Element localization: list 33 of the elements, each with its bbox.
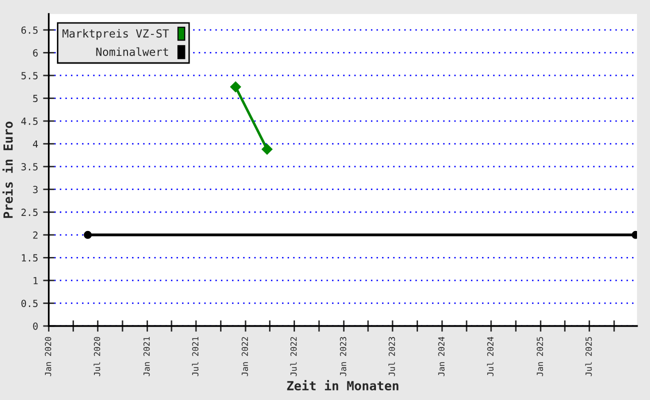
- x-tick-label: Jul 2024: [487, 336, 494, 376]
- x-tick-label: Jul 2020: [94, 336, 100, 376]
- y-tick-label: 1: [34, 277, 38, 284]
- x-tick-label: Jul 2025: [585, 337, 592, 376]
- x-tick-label: Jul 2021: [192, 336, 198, 376]
- x-tick-label: Jul 2023: [388, 337, 395, 376]
- x-tick-label: Jan 2022: [242, 337, 248, 376]
- y-tick-label: 6.5: [21, 26, 38, 34]
- x-tick-label: Jan 2020: [44, 336, 52, 376]
- y-tick-label: 0: [33, 322, 38, 330]
- y-tick-label: 6: [33, 49, 38, 57]
- x-tick-label: Jan 2025: [536, 337, 544, 376]
- y-tick-label: 0.5: [21, 300, 38, 308]
- point: [262, 144, 273, 155]
- legend-label: Nominalwert: [96, 47, 168, 56]
- point: [84, 230, 92, 239]
- x-tick-label: Jan 2023: [340, 337, 346, 376]
- y-tick-label: 2.5: [21, 208, 38, 216]
- y-tick-label: 2: [33, 231, 38, 239]
- x-tick-label: Jan 2021: [143, 336, 150, 376]
- legend-label: Marktpreis VZ-ST: [62, 29, 169, 40]
- x-tick-label: Jul 2022: [290, 337, 297, 376]
- y-tick-label: 5: [33, 94, 38, 102]
- x-tick-label: Jan 2024: [438, 336, 445, 376]
- y-tick-label: 3.5: [21, 163, 38, 170]
- y-tick-label: 4: [32, 140, 38, 148]
- y-axis-title: Preis in Euro: [2, 122, 13, 218]
- x-axis-title: Zeit in Monaten: [287, 380, 398, 390]
- y-tick-label: 1.5: [22, 254, 38, 262]
- y-tick-label: 5.5: [21, 72, 38, 80]
- y-tick-label: 3: [33, 186, 38, 194]
- point: [230, 81, 242, 92]
- y-tick-label: 4.5: [21, 118, 38, 125]
